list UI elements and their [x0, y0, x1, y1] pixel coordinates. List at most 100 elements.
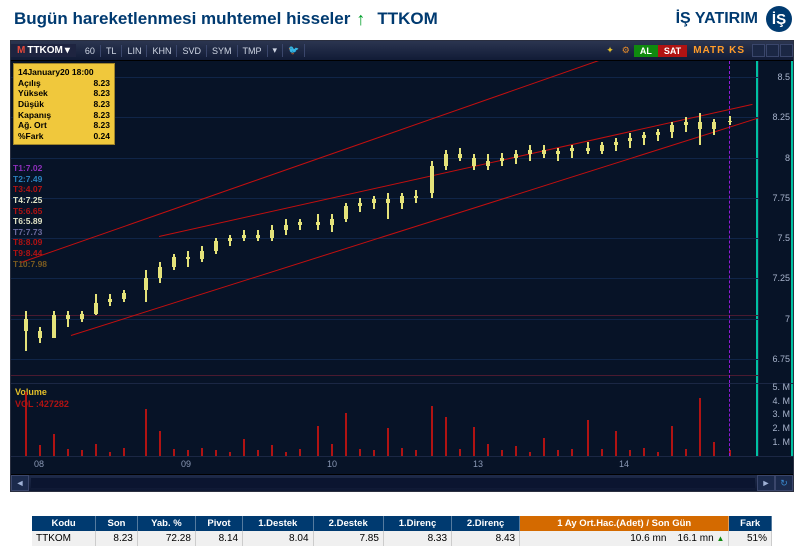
- toolbar-btn-sym[interactable]: SYM: [207, 45, 238, 57]
- volume-bar: [299, 449, 301, 456]
- target-levels: T1:7.02T2:7.49T3:4.07T4:7.25T5:6.65T6:5.…: [13, 163, 47, 269]
- toolbar-star-icon[interactable]: ✦: [602, 45, 618, 56]
- volume-bar: [685, 449, 687, 456]
- volume-bar: [587, 420, 589, 456]
- info-row: Düşük8.23: [18, 99, 110, 110]
- candle-body: [556, 151, 560, 154]
- sell-button[interactable]: SAT: [658, 45, 687, 57]
- title-ticker: TTKOM: [377, 9, 437, 29]
- vol-y-tick: 2. M: [772, 423, 790, 433]
- toolbar-btn-tl[interactable]: TL: [101, 45, 123, 57]
- summary-header: 1.Destek: [243, 516, 313, 531]
- volume-bar: [25, 392, 27, 456]
- volume-bar: [401, 448, 403, 456]
- y-tick-label: 8.25: [772, 112, 790, 122]
- volume-bar: [359, 449, 361, 456]
- summary-header: Kodu: [32, 516, 96, 531]
- matriks-logo: MATR KS: [687, 45, 751, 56]
- chart-scrollbar[interactable]: ◄ ► ↻: [11, 474, 793, 491]
- volume-plot[interactable]: Volume VOL :427282: [11, 384, 759, 456]
- candle-body: [372, 199, 376, 202]
- y-tick-label: 7.25: [772, 273, 790, 283]
- candle-body: [728, 121, 732, 123]
- candle-wick: [557, 148, 559, 161]
- volume-label: Volume: [15, 387, 47, 397]
- trend-line: [71, 117, 758, 335]
- chevron-down-icon: ▾: [65, 45, 70, 56]
- toolbar-btn-svd[interactable]: SVD: [177, 45, 207, 57]
- window-close-icon[interactable]: [780, 44, 793, 57]
- cell-1direnc: 8.33: [383, 531, 451, 546]
- candle-body: [386, 199, 390, 202]
- info-row: Kapanış8.23: [18, 110, 110, 121]
- gridline: [11, 158, 758, 159]
- m-icon: M: [17, 45, 25, 56]
- candle-body: [586, 148, 590, 151]
- candle-body: [414, 196, 418, 198]
- candle-body: [344, 206, 348, 219]
- page-title: Bugün hareketlenmesi muhtemel hisseler ↑…: [14, 9, 438, 30]
- toolbar-gear-icon[interactable]: ⚙: [618, 45, 634, 56]
- volume-bar: [123, 448, 125, 456]
- candle-body: [458, 154, 462, 157]
- summary-header: 2.Direnç: [452, 516, 520, 531]
- volume-bar: [345, 413, 347, 456]
- buy-button[interactable]: AL: [634, 45, 658, 57]
- t-level: T1:7.02: [13, 163, 47, 174]
- toolbar-btn-tmp[interactable]: TMP: [238, 45, 268, 57]
- window-min-icon[interactable]: [752, 44, 765, 57]
- candle-body: [570, 148, 574, 151]
- trend-line: [159, 104, 752, 237]
- candle-wick: [571, 145, 573, 158]
- t-level: T10:7.98: [13, 259, 47, 270]
- candle-body: [670, 125, 674, 131]
- volume-bar: [459, 449, 461, 456]
- vol-axis-right-edge: [791, 384, 793, 456]
- volume-bar: [699, 398, 701, 456]
- candle-body: [228, 238, 232, 241]
- toolbar-twitter-icon[interactable]: 🐦: [283, 44, 305, 57]
- t-level: T8:8.09: [13, 237, 47, 248]
- volume-bar: [473, 427, 475, 456]
- candle-body: [256, 235, 260, 238]
- candle-body: [200, 251, 204, 259]
- candle-body: [38, 331, 42, 337]
- x-tick-label: 10: [327, 459, 337, 469]
- x-tick-label: 08: [34, 459, 44, 469]
- scroll-left-icon[interactable]: ◄: [11, 475, 29, 491]
- toolbar-dropdown-icon[interactable]: ▾: [268, 44, 284, 57]
- candle-body: [24, 319, 28, 332]
- window-max-icon[interactable]: [766, 44, 779, 57]
- candle-body: [270, 230, 274, 238]
- toolbar-btn-khn[interactable]: KHN: [147, 45, 177, 57]
- candle-body: [66, 315, 70, 318]
- scroll-refresh-icon[interactable]: ↻: [775, 475, 793, 491]
- up-triangle-icon: ▲: [716, 534, 724, 543]
- price-plot[interactable]: 14January20 18:00 Açılış8.23Yüksek8.23Dü…: [11, 61, 759, 383]
- candle-body: [316, 222, 320, 225]
- toolbar-btn-60[interactable]: 60: [80, 45, 101, 57]
- volume-value-label: VOL :427282: [15, 399, 69, 409]
- scroll-right-icon[interactable]: ►: [757, 475, 775, 491]
- cell-2direnc: 8.43: [452, 531, 520, 546]
- cell-hacim: 10.6 mn 16.1 mn ▲: [520, 531, 729, 546]
- candle-body: [642, 135, 646, 138]
- summary-header: 1 Ay Ort.Hac.(Adet) / Son Gün: [520, 516, 729, 531]
- axis-right-edge: [791, 61, 793, 383]
- y-tick-label: 7: [785, 314, 790, 324]
- candle-body: [94, 303, 98, 314]
- volume-bar: [643, 448, 645, 456]
- summary-data-row: TTKOM 8.23 72.28 8.14 8.04 7.85 8.33 8.4…: [32, 531, 772, 546]
- symbol-selector[interactable]: M TTKOM ▾: [11, 44, 76, 57]
- volume-bar: [615, 431, 617, 456]
- volume-bar: [271, 445, 273, 456]
- vol-y-tick: 1. M: [772, 437, 790, 447]
- toolbar-btn-lin[interactable]: LIN: [122, 45, 147, 57]
- candle-wick: [699, 113, 701, 145]
- scroll-track[interactable]: [31, 478, 755, 488]
- volume-bar: [543, 438, 545, 456]
- info-row: Ağ. Ort8.23: [18, 120, 110, 131]
- volume-row: Volume VOL :427282 1. M2. M3. M4. M5. M: [11, 383, 793, 456]
- x-tick-label: 13: [473, 459, 483, 469]
- candle-body: [514, 154, 518, 157]
